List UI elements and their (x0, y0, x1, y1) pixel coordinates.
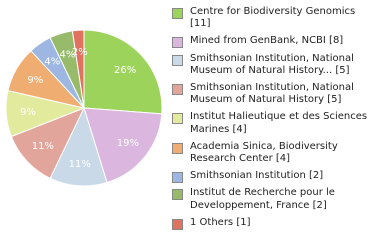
slice-label: 4% (44, 57, 60, 68)
legend-swatch (172, 8, 183, 19)
legend-item: Smithsonian Institution, National Museum… (172, 53, 377, 77)
legend-item: Academia Sinica, Biodiversity Research C… (172, 141, 377, 165)
legend-label: Institut de Recherche pour le Developpem… (190, 187, 335, 211)
legend-item: Smithsonian Institution [2] (172, 170, 377, 184)
slice-label: 26% (114, 65, 136, 76)
legend-label: Institut Halieutique et des Sciences Mar… (190, 111, 368, 135)
slice-label: 2% (72, 47, 88, 58)
slice-label: 4% (60, 49, 76, 60)
legend-swatch (172, 172, 183, 184)
legend-label: Smithsonian Institution, National Museum… (190, 82, 354, 106)
legend-swatch (172, 37, 183, 49)
legend-swatch (172, 113, 183, 125)
legend-label: Mined from GenBank, NCBI [8] (190, 35, 344, 47)
slice-label: 9% (27, 75, 43, 86)
legend-item: Institut de Recherche pour le Developpem… (172, 187, 377, 211)
legend-item: Smithsonian Institution, National Museum… (172, 82, 377, 106)
slice (83, 107, 163, 184)
slice-label: 19% (117, 138, 139, 149)
legend-swatch (172, 84, 183, 96)
legend-item: Institut Halieutique et des Sciences Mar… (172, 111, 377, 135)
slice-label: 11% (32, 141, 54, 152)
legend-label: Smithsonian Institution, National Museum… (190, 52, 354, 76)
legend-label: Academia Sinica, Biodiversity Research C… (190, 140, 338, 165)
pie: 26%19%11%11%9%9%4%4%2% (5, 29, 163, 187)
legend-label: Centre for Biodiversity Genomics [11] (190, 6, 356, 30)
legend-swatch (172, 142, 183, 154)
legend-item: Mined from GenBank, NCBI [8] (172, 35, 377, 49)
legend-item: Centre for Biodiversity Genomics [11] (172, 6, 377, 30)
slice (83, 29, 163, 115)
slice-label: 11% (69, 159, 91, 170)
legend-swatch (172, 54, 183, 66)
slice-label: 9% (20, 107, 36, 118)
legend-label: 1 Others [1] (190, 216, 251, 228)
legend: Centre for Biodiversity Genomics [11] Min… (172, 6, 377, 234)
legend-item: 1 Others [1] (172, 216, 377, 230)
legend-label: Smithsonian Institution [2] (190, 170, 324, 182)
legend-swatch (172, 189, 183, 201)
legend-swatch (172, 218, 183, 230)
slice (71, 29, 85, 109)
